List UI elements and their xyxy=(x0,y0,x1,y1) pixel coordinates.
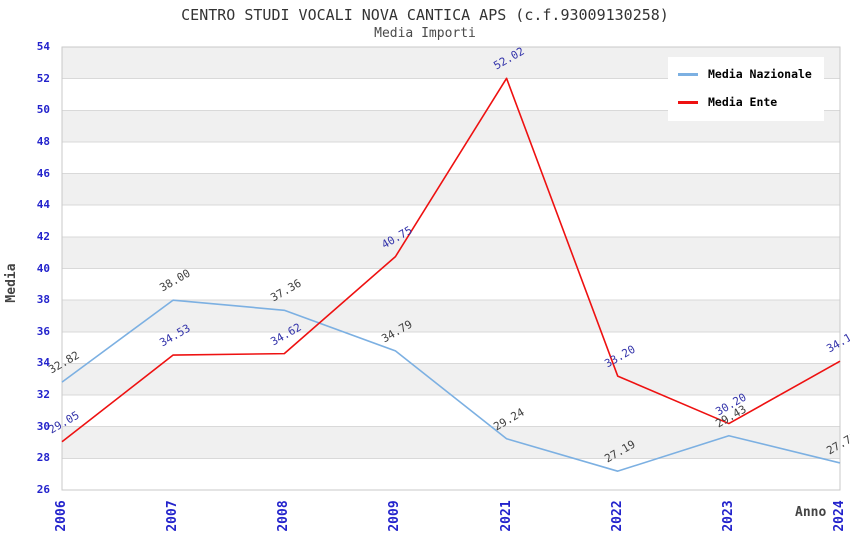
band xyxy=(62,363,840,396)
y-tick-label: 32 xyxy=(36,388,50,402)
y-tick-label: 36 xyxy=(36,324,50,338)
x-tick-label: 2022 xyxy=(609,500,625,532)
band xyxy=(62,300,840,332)
chart-title: CENTRO STUDI VOCALI NOVA CANTICA APS (c.… xyxy=(181,6,669,24)
x-tick-label: 2021 xyxy=(498,500,514,532)
x-tick-label: 2006 xyxy=(54,500,69,532)
legend-label: Media Ente xyxy=(708,95,778,109)
x-tick-label: 2007 xyxy=(165,500,181,532)
y-tick-label: 28 xyxy=(36,451,50,465)
chart-subtitle: Media Importi xyxy=(374,26,476,41)
y-tick-label: 44 xyxy=(36,198,50,212)
band xyxy=(62,236,840,269)
x-tick-label: 2023 xyxy=(720,500,736,532)
series-line-media-nazionale xyxy=(61,299,841,472)
legend-line-sample-icon xyxy=(678,72,698,76)
y-tick-label: 38 xyxy=(36,293,50,307)
y-tick-label: 40 xyxy=(36,261,50,275)
legend-label: Media Nazionale xyxy=(708,67,812,81)
legend-item-media-ente: Media Ente xyxy=(678,88,824,116)
legend: Media Nazionale Media Ente xyxy=(668,57,824,121)
plot-border xyxy=(61,46,841,491)
y-tick-label: 50 xyxy=(36,103,50,117)
y-tick-label: 34 xyxy=(36,356,50,370)
x-tick-label: 2008 xyxy=(276,500,292,532)
y-tick-label: 54 xyxy=(36,40,50,53)
legend-line-sample-icon xyxy=(678,100,698,104)
y-tick-label: 42 xyxy=(36,229,50,243)
series-line-media-ente xyxy=(61,77,841,443)
y-tick-label: 30 xyxy=(36,419,50,433)
y-axis-title: Media xyxy=(4,263,19,303)
y-tick-label: 26 xyxy=(36,483,50,496)
band xyxy=(62,173,840,206)
legend-item-media-nazionale: Media Nazionale xyxy=(678,60,824,88)
y-tick-label: 48 xyxy=(36,134,50,148)
band xyxy=(62,426,840,459)
y-tick-label: 52 xyxy=(36,71,50,85)
x-axis-title: Anno xyxy=(795,505,827,520)
y-tick-label: 46 xyxy=(36,166,50,180)
x-tick-label: 2009 xyxy=(387,500,403,532)
